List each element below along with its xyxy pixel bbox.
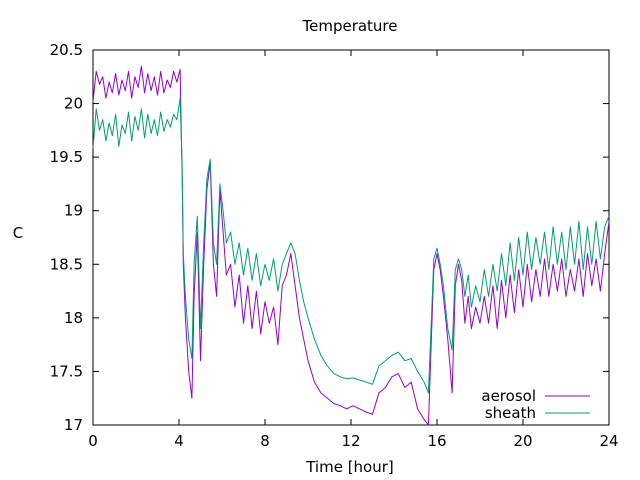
x-tick-label: 8 — [260, 432, 270, 450]
x-axis-label: Time [hour] — [305, 458, 394, 476]
y-tick-label: 19.5 — [50, 148, 83, 166]
axis-ticks: 0 4 8 12 16 20 24 17 17.5 18 18.5 19 19.5 20 20.5 — [50, 41, 619, 450]
plot-frame — [92, 49, 610, 426]
series-lines — [92, 65, 610, 426]
x-tick-label: 0 — [88, 432, 98, 450]
y-tick-label: 20 — [64, 95, 83, 113]
legend-label-aerosol: aerosol — [481, 387, 536, 405]
y-axis-label: C — [13, 224, 23, 242]
x-tick-label: 12 — [341, 432, 360, 450]
legend-label-sheath: sheath — [485, 404, 536, 422]
y-tick-label: 17 — [64, 416, 83, 434]
y-tick-label: 20.5 — [50, 41, 83, 59]
series-line-sheath — [92, 97, 610, 394]
x-tick-label: 24 — [599, 432, 618, 450]
chart-title: Temperature — [301, 17, 397, 35]
y-tick-label: 18 — [64, 309, 83, 327]
series-line-aerosol — [92, 65, 610, 426]
y-tick-label: 18.5 — [50, 255, 83, 273]
y-tick-label: 19 — [64, 202, 83, 220]
x-tick-label: 16 — [427, 432, 446, 450]
x-tick-label: 4 — [174, 432, 184, 450]
y-tick-label: 17.5 — [50, 362, 83, 380]
legend: aerosol sheath — [481, 387, 590, 422]
x-tick-label: 20 — [513, 432, 532, 450]
